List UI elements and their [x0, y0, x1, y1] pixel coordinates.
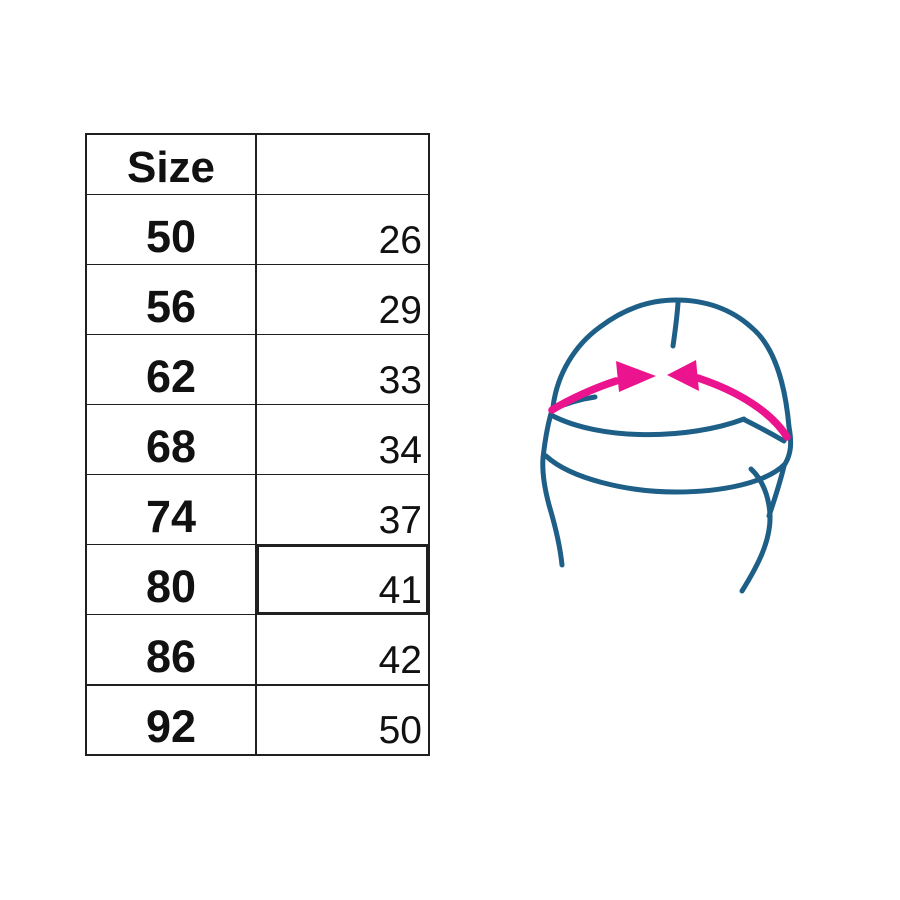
table-header-row: Size	[87, 135, 428, 195]
header-cell-size: Size	[87, 135, 257, 194]
size-cell: 74	[87, 475, 257, 544]
right-arrow-head-icon	[667, 360, 699, 391]
right-tie-outer	[766, 463, 787, 519]
table-row: 56 29	[87, 265, 428, 335]
value-cell: 29	[378, 288, 422, 332]
size-cell: 56	[87, 265, 257, 334]
right-arrow-shaft	[694, 374, 791, 441]
band-bottom-edge	[543, 424, 794, 495]
value-cell: 41	[257, 545, 428, 614]
table-row: 92 50	[87, 685, 428, 754]
value-cell: 37	[378, 498, 422, 542]
size-cell: 86	[87, 615, 257, 684]
crown-seam-line	[670, 300, 681, 349]
table-row: 74 37	[87, 475, 428, 545]
value-cell: 33	[378, 358, 422, 402]
hat-outline-and-crown	[540, 297, 792, 568]
table-row: 68 34	[87, 405, 428, 475]
table-row: 86 42	[87, 615, 428, 685]
size-cell: 92	[87, 686, 257, 754]
band-right-mark	[742, 417, 787, 444]
value-cell: 50	[378, 708, 422, 752]
size-cell: 80	[87, 545, 257, 614]
left-arrow-head-icon	[616, 361, 656, 392]
size-chart-table: Size 50 26 56 29 62 33 68 34 74 37 80 41…	[85, 133, 430, 756]
table-row: 50 26	[87, 195, 428, 265]
left-arrow-shaft	[548, 377, 620, 414]
size-cell: 68	[87, 405, 257, 474]
size-cell: 50	[87, 195, 257, 264]
band-top-edge	[548, 412, 747, 438]
size-cell: 62	[87, 335, 257, 404]
value-cell: 26	[378, 218, 422, 262]
right-tie-inner	[739, 466, 773, 594]
value-cell: 34	[378, 428, 422, 472]
value-cell: 42	[378, 638, 422, 682]
table-row: 62 33	[87, 335, 428, 405]
table-row: 80 41	[87, 545, 428, 615]
